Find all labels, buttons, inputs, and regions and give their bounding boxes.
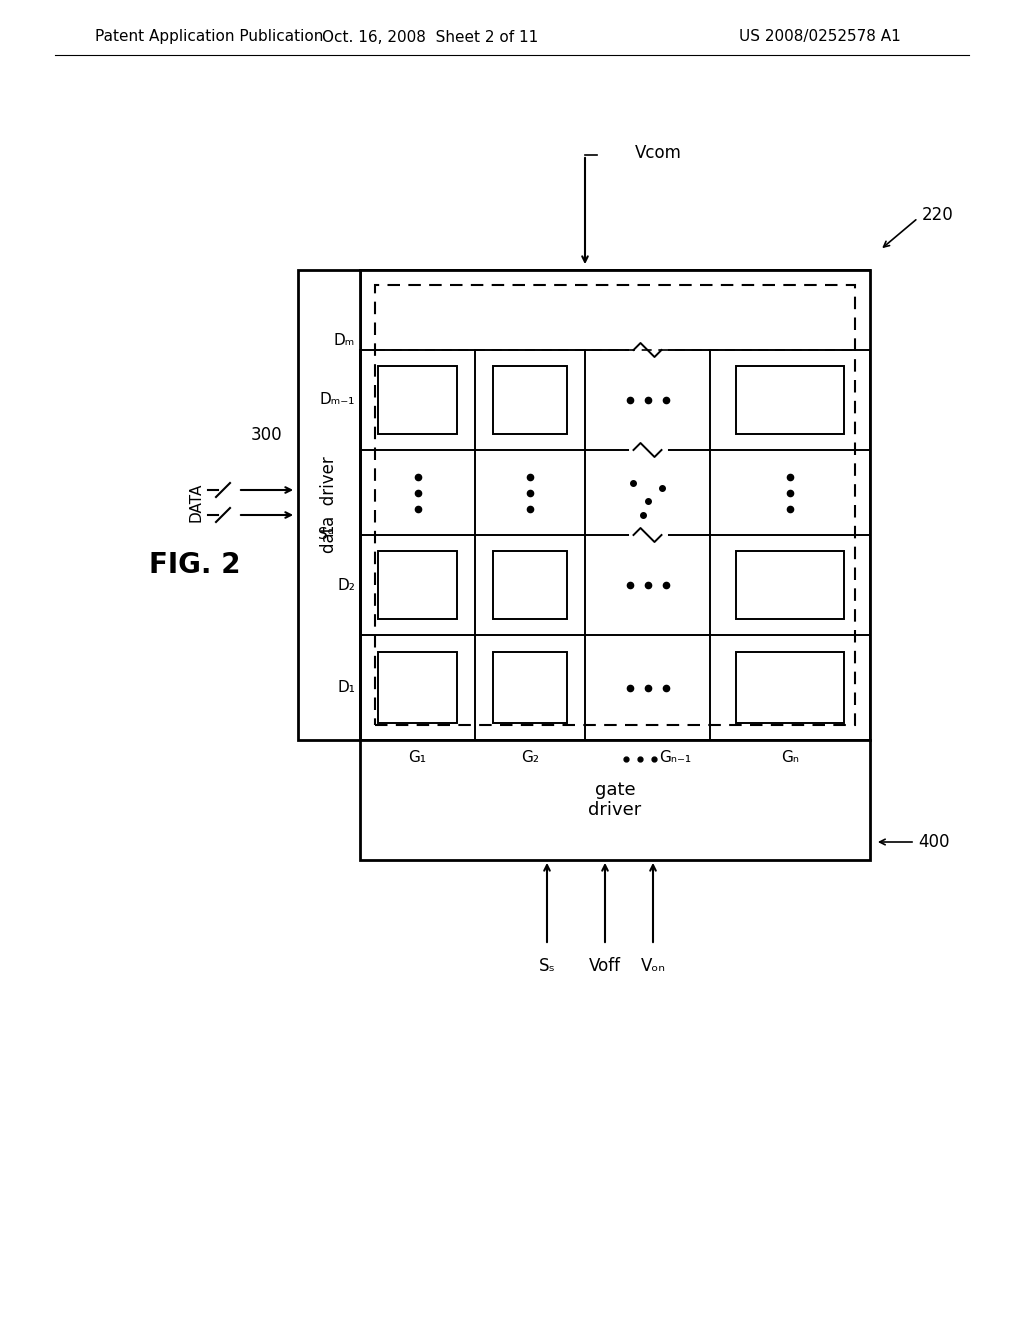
Text: DATA: DATA — [188, 483, 203, 523]
Text: D₂: D₂ — [337, 578, 355, 593]
Bar — [493, 550, 567, 619]
Text: Dₘ₋₁: Dₘ₋₁ — [319, 392, 355, 408]
Text: 400: 400 — [918, 833, 949, 851]
Text: 300: 300 — [250, 426, 282, 444]
Text: Sᵈ: Sᵈ — [318, 527, 334, 543]
Text: PX: PX — [406, 579, 429, 598]
Text: PX: PX — [518, 579, 542, 598]
Bar — [360, 741, 870, 861]
Text: PX: PX — [406, 395, 429, 413]
Text: FIG. 2: FIG. 2 — [150, 550, 241, 579]
Bar — [379, 550, 457, 619]
Text: PX: PX — [406, 682, 429, 701]
Text: Vcom: Vcom — [635, 144, 682, 162]
Bar — [360, 271, 870, 741]
Text: Patent Application Publication: Patent Application Publication — [95, 29, 324, 45]
Bar — [735, 652, 845, 723]
Text: PX: PX — [778, 682, 802, 701]
Text: Dₘ: Dₘ — [334, 333, 355, 348]
Text: PX: PX — [518, 395, 542, 413]
Text: Gₙ₋₁: Gₙ₋₁ — [659, 750, 691, 766]
Bar — [379, 366, 457, 434]
Bar — [298, 271, 360, 741]
Text: G₁: G₁ — [409, 750, 427, 766]
Bar — [735, 366, 845, 434]
Text: Vₒₙ: Vₒₙ — [640, 957, 666, 975]
Bar — [735, 550, 845, 619]
Text: D₁: D₁ — [337, 680, 355, 696]
Text: Gₙ: Gₙ — [781, 750, 799, 766]
Text: data  driver: data driver — [319, 457, 338, 553]
Text: Oct. 16, 2008  Sheet 2 of 11: Oct. 16, 2008 Sheet 2 of 11 — [322, 29, 539, 45]
Text: 220: 220 — [922, 206, 953, 224]
Text: PX: PX — [778, 395, 802, 413]
Text: Sₛ: Sₛ — [539, 957, 555, 975]
Text: Voff: Voff — [589, 957, 621, 975]
Text: G₂: G₂ — [521, 750, 539, 766]
Bar — [375, 285, 855, 725]
Text: gate
driver: gate driver — [589, 780, 642, 820]
Bar — [493, 366, 567, 434]
Text: PX: PX — [518, 682, 542, 701]
Text: US 2008/0252578 A1: US 2008/0252578 A1 — [739, 29, 901, 45]
Bar — [379, 652, 457, 723]
Bar — [493, 652, 567, 723]
Text: PX: PX — [778, 579, 802, 598]
